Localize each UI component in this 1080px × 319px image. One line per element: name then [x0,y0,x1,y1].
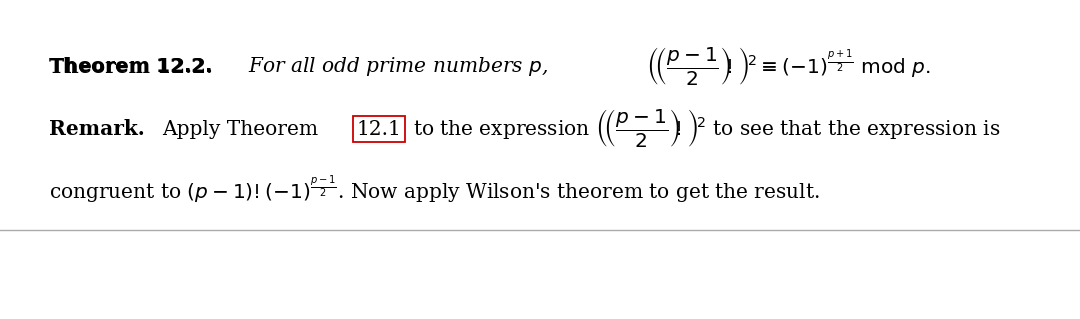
Text: For all odd prime numbers $p$,: For all odd prime numbers $p$, [248,56,549,78]
Text: Apply Theorem: Apply Theorem [162,120,319,139]
Text: to the expression $\left(\!\left(\dfrac{p-1}{2}\right)\!\!!\right)^{\!2}$ to see: to the expression $\left(\!\left(\dfrac{… [413,108,1000,150]
Text: congruent to $(p-1)!(-1)^{\frac{p-1}{2}}$. Now apply Wilson's theorem to get the: congruent to $(p-1)!(-1)^{\frac{p-1}{2}}… [49,174,820,206]
Text: $\mathbf{Theorem\ 12.2.}$: $\mathbf{Theorem\ 12.2.}$ [49,57,212,77]
Text: Remark.: Remark. [49,119,145,139]
Text: 12.1: 12.1 [356,120,402,139]
Text: $\left(\!\left(\dfrac{p-1}{2}\right)\!\!!\right)^{\!2} \equiv (-1)^{\frac{p+1}{2: $\left(\!\left(\dfrac{p-1}{2}\right)\!\!… [646,46,931,88]
Text: Theorem 12.2.: Theorem 12.2. [49,57,213,77]
